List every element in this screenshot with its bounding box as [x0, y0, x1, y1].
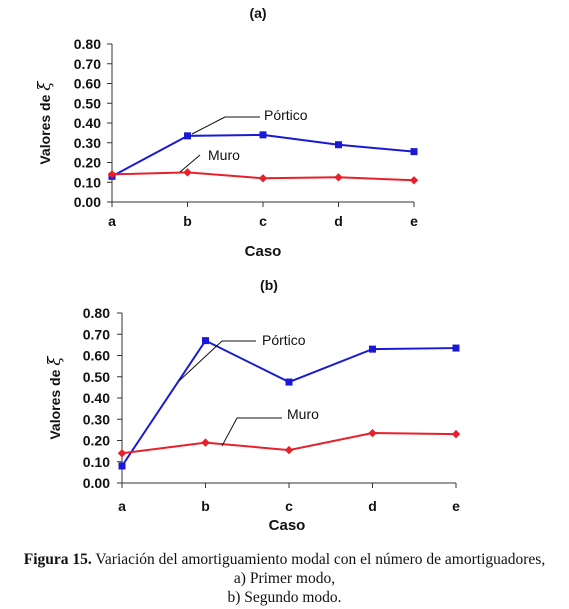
chart-b-ytick-label: 0.60 — [83, 348, 110, 364]
chart-a-ytick-label: 0.50 — [74, 95, 101, 111]
caption-line-3: b) Segundo modo. — [227, 589, 342, 606]
chart-a-ytick-label: 0.20 — [74, 155, 101, 171]
chart-b-ylabel: Valores de ξ — [45, 355, 65, 440]
chart-a-portico-label: Pórtico — [264, 107, 308, 123]
chart-a-series-1-point — [334, 173, 343, 182]
chart-b-xtick-label: b — [201, 498, 210, 514]
chart-b-series-0-point — [118, 462, 126, 470]
chart-b-xtick-label: e — [452, 498, 460, 514]
chart-a-xtick-label: a — [108, 213, 116, 229]
chart-b-series-0-point — [285, 378, 293, 386]
chart-a: (a) Valores de ξ Caso 0.00 0.10 0.20 0.30 0.… — [35, 5, 419, 260]
chart-a-xtick-label: b — [183, 213, 192, 229]
chart-b-xtick-label: d — [368, 498, 377, 514]
chart-a-series-1-point — [183, 168, 192, 177]
caption-text: Variación del amortiguamiento modal con … — [95, 551, 546, 568]
chart-b-ytick-label: 0.40 — [83, 390, 110, 406]
chart-a-ytick-label: 0.40 — [74, 115, 101, 131]
chart-a-muro-leader — [179, 154, 201, 173]
chart-b: (b) Valores de ξ Caso 0.00 0.10 0.20 0.30 0.… — [45, 277, 461, 534]
chart-a-series-0-line — [111, 133, 415, 178]
chart-a-series-1-point — [409, 176, 419, 185]
chart-a-muro-label: Muro — [208, 147, 240, 163]
chart-b-muro-leader — [221, 417, 238, 447]
chart-a-ytick-label: 0.70 — [74, 56, 101, 72]
chart-b-ytick-label: 0.30 — [83, 411, 110, 427]
chart-b-title: (b) — [260, 277, 278, 293]
chart-b-ytick-label: 0.00 — [83, 475, 110, 491]
chart-b-xtick-label: a — [118, 498, 126, 514]
caption-line-2: a) Primer modo, — [233, 570, 336, 587]
chart-b-ytick-label: 0.10 — [83, 454, 110, 470]
caption-label: Figura 15. — [23, 551, 92, 568]
chart-b-series-0-point — [452, 344, 460, 352]
chart-a-series-1-point — [107, 170, 117, 179]
chart-a-ytick-label: 0.80 — [74, 36, 101, 52]
chart-a-series-0-point — [184, 132, 191, 140]
chart-a-title: (a) — [249, 5, 266, 21]
chart-b-ytick-label: 0.70 — [83, 326, 110, 342]
chart-a-series-0-point — [410, 148, 418, 156]
chart-b-series-0-point — [202, 337, 209, 345]
chart-a-xlabel: Caso — [245, 243, 282, 260]
chart-b-series-1-point — [117, 449, 127, 458]
chart-b-xtick-label: c — [285, 498, 293, 514]
chart-b-xlabel: Caso — [269, 517, 306, 534]
chart-b-portico-label: Pórtico — [262, 332, 306, 348]
chart-b-muro-label: Muro — [287, 406, 319, 422]
caption-line-1: Figura 15. Variación del amortiguamiento… — [0, 550, 569, 569]
chart-a-xtick-label: c — [259, 213, 267, 229]
chart-a-ytick-label: 0.10 — [74, 174, 101, 190]
chart-b-series-0-point — [369, 345, 376, 353]
chart-b-series-1-point — [201, 438, 210, 447]
chart-b-ytick-label: 0.50 — [83, 369, 110, 385]
chart-b-series-1-point — [451, 429, 461, 439]
chart-a-portico-leader — [191, 116, 226, 135]
chart-b-ytick-label: 0.80 — [83, 305, 110, 321]
chart-b-portico-leader — [178, 340, 223, 382]
chart-a-ytick-label: 0.60 — [74, 76, 101, 92]
chart-a-ylabel: Valores de ξ — [35, 80, 55, 165]
chart-a-xtick-label: e — [410, 213, 418, 229]
chart-a-series-1-point — [258, 174, 268, 183]
chart-a-series-0-point — [259, 131, 267, 139]
chart-a-xtick-label: d — [334, 213, 343, 229]
chart-b-series-1-point — [284, 445, 294, 455]
chart-b-ytick-label: 0.20 — [83, 433, 110, 449]
chart-a-ytick-label: 0.00 — [74, 194, 101, 210]
chart-a-series-0-point — [335, 141, 342, 149]
chart-b-series-1-point — [368, 428, 377, 438]
chart-a-ytick-label: 0.30 — [74, 135, 101, 151]
